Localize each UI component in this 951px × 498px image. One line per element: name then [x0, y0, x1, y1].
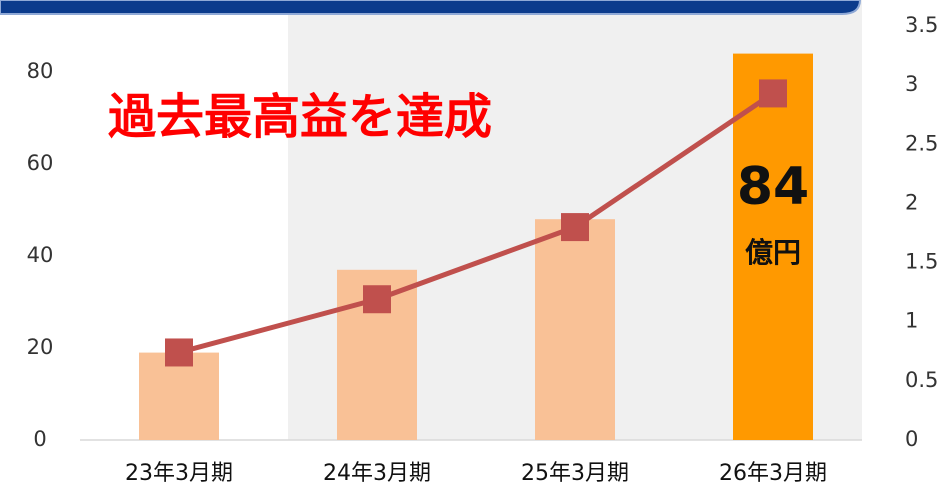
annotation: 過去最高益を達成	[108, 89, 492, 145]
y-tick-label: 20	[27, 335, 54, 359]
y2-tick-label: 1	[905, 309, 918, 333]
unit-label: 億円	[745, 236, 801, 269]
y-tick-label: 40	[27, 243, 54, 267]
y2-tick-label: 2.5	[905, 131, 938, 155]
y-tick-label: 0	[33, 427, 46, 451]
x-tick-label: 24年3月期	[323, 461, 431, 486]
x-tick-label: 26年3月期	[719, 461, 827, 486]
bar	[733, 53, 813, 440]
bar	[139, 352, 219, 440]
y-tick-label: 80	[27, 59, 54, 83]
y2-tick-label: 3.5	[905, 13, 938, 37]
line	[178, 91, 775, 355]
marker	[759, 79, 787, 108]
bar	[535, 219, 615, 440]
marker	[165, 338, 193, 367]
y2-tick-label: 0.5	[905, 368, 938, 392]
y2-tick-label: 1.5	[905, 250, 938, 274]
y2-tick-label: 2	[905, 190, 918, 214]
marker	[363, 285, 391, 314]
x-tick-label: 25年3月期	[521, 461, 629, 486]
y-tick-label: 60	[27, 151, 54, 175]
header-band	[0, 0, 862, 15]
y2-tick-label: 3	[905, 72, 918, 96]
value-label: 84	[737, 157, 809, 217]
y2-tick-label: 0	[905, 427, 918, 451]
marker	[561, 213, 589, 242]
x-tick-label: 23年3月期	[125, 461, 233, 486]
